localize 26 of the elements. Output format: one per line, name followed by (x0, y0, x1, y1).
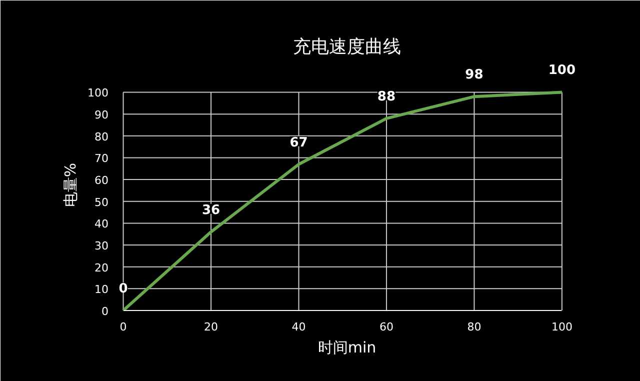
x-tick-label: 0 (120, 320, 127, 334)
y-tick-label: 50 (94, 196, 109, 209)
data-label: 0 (118, 282, 128, 296)
x-axis-title: 时间min (318, 338, 376, 356)
y-tick-label: 60 (94, 174, 109, 188)
data-label: 67 (290, 135, 308, 150)
y-tick-label: 80 (94, 130, 109, 144)
y-tick-label: 40 (94, 218, 109, 231)
y-tick-label: 70 (94, 152, 109, 166)
y-tick-label: 90 (94, 108, 109, 122)
y-tick-label: 100 (88, 86, 109, 100)
x-tick-label: 20 (204, 320, 218, 334)
y-tick-label: 30 (94, 240, 109, 253)
x-tick-label: 80 (467, 320, 482, 334)
y-tick-label: 0 (102, 305, 108, 318)
x-tick-label: 60 (379, 320, 394, 334)
data-label: 36 (202, 202, 220, 218)
data-label: 100 (548, 63, 576, 78)
data-label: 88 (377, 89, 396, 104)
x-tick-label: 40 (292, 320, 306, 334)
y-axis-title: 电量% (62, 162, 80, 208)
y-tick-label: 20 (94, 261, 109, 274)
data-label: 98 (465, 68, 484, 83)
x-tick-label: 100 (551, 320, 572, 334)
chart-title: 充电速度曲线 (293, 36, 401, 58)
y-tick-label: 10 (94, 283, 109, 296)
